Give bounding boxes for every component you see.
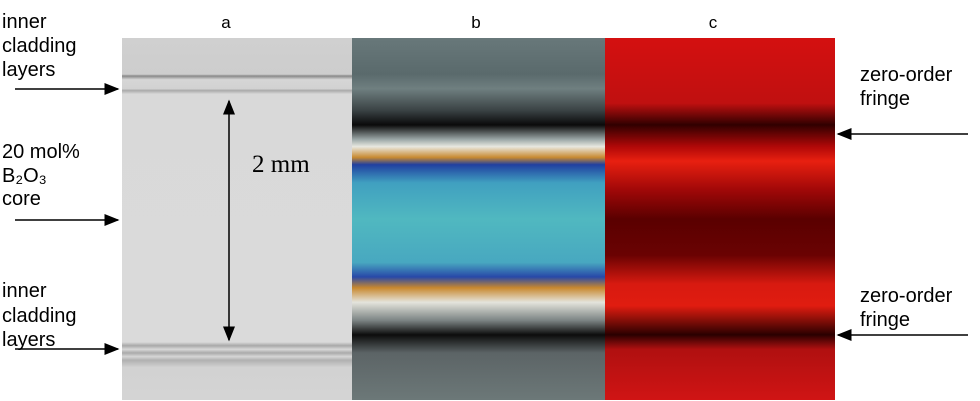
panel-b-image bbox=[352, 38, 605, 400]
label-line: fringe bbox=[860, 309, 910, 331]
figure: a b c inner cladding layers 20 mol% B₂O₃… bbox=[0, 0, 980, 401]
label-line: layers bbox=[2, 59, 55, 81]
panel-label: b bbox=[471, 13, 480, 32]
label-line: zero-order bbox=[860, 285, 953, 307]
label-line: B₂O₃ bbox=[2, 165, 47, 187]
label-line: core bbox=[2, 188, 41, 210]
label-line: inner bbox=[2, 280, 47, 302]
label-line: fringe bbox=[860, 88, 910, 110]
label-line: cladding bbox=[2, 305, 77, 327]
scale-label: 2 mm bbox=[252, 151, 310, 178]
label-line: cladding bbox=[2, 35, 77, 57]
panel-a-image bbox=[122, 38, 352, 400]
label-line: inner bbox=[2, 11, 47, 33]
panel-label: c bbox=[709, 13, 718, 32]
label-line: layers bbox=[2, 329, 55, 351]
label-line: zero-order bbox=[860, 64, 953, 86]
panel-label: a bbox=[221, 13, 231, 32]
label-line: 20 mol% bbox=[2, 141, 80, 163]
panel-c-image bbox=[605, 38, 835, 400]
